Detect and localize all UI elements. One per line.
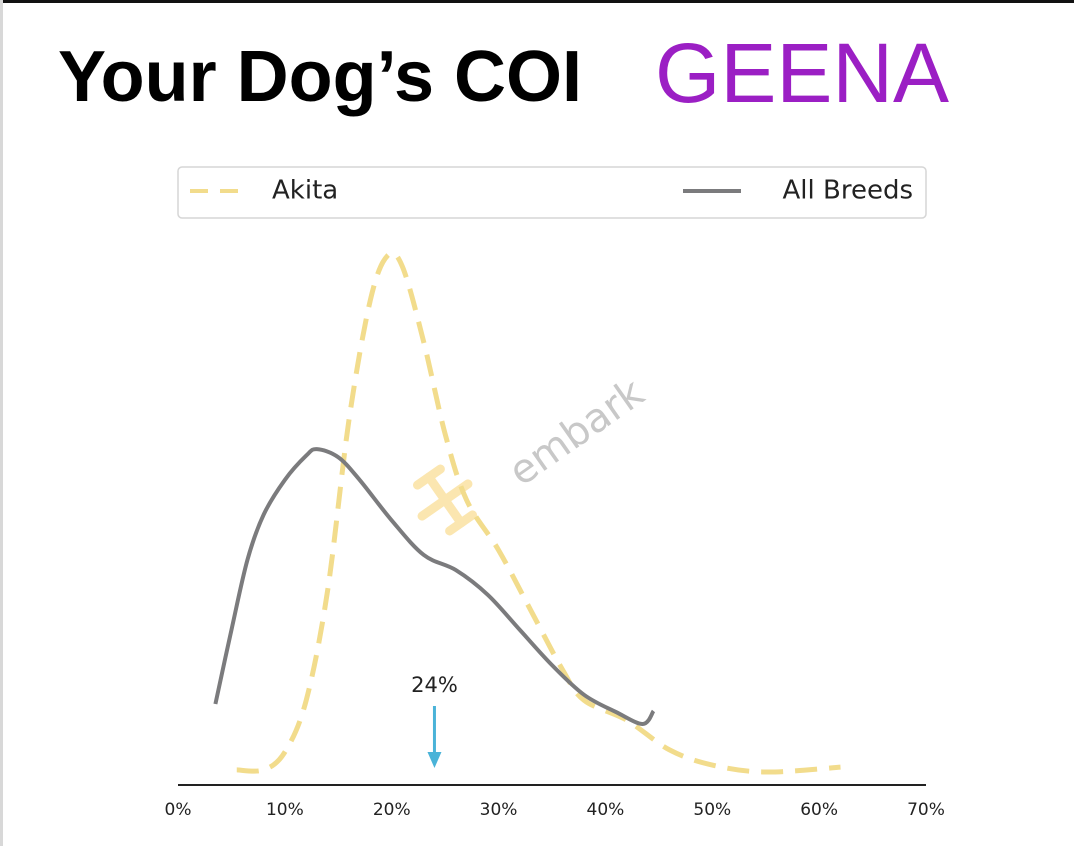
chart-title: Your Dog’s COI: [58, 37, 582, 117]
x-tick-label: 20%: [373, 800, 411, 820]
legend-label: All Breeds: [783, 176, 914, 206]
dog-name: GEENA: [655, 26, 949, 120]
x-tick-label: 70%: [907, 800, 945, 820]
legend-label: Akita: [272, 176, 338, 206]
top-border: [0, 0, 1074, 3]
series-line: [236, 250, 841, 775]
series-line: [213, 447, 656, 726]
legend-box: [177, 166, 927, 219]
x-tick-label: 60%: [800, 800, 838, 820]
marker-label: 24%: [411, 673, 458, 697]
marker-arrow-head: [427, 752, 442, 768]
x-tick-label: 30%: [480, 800, 518, 820]
left-border: [0, 0, 3, 846]
watermark-logo: [412, 464, 478, 536]
x-tick-label: 50%: [693, 800, 731, 820]
x-tick-label: 0%: [165, 800, 192, 820]
x-tick-label: 10%: [266, 800, 304, 820]
watermark: embark: [501, 369, 653, 495]
x-tick-label: 40%: [587, 800, 625, 820]
